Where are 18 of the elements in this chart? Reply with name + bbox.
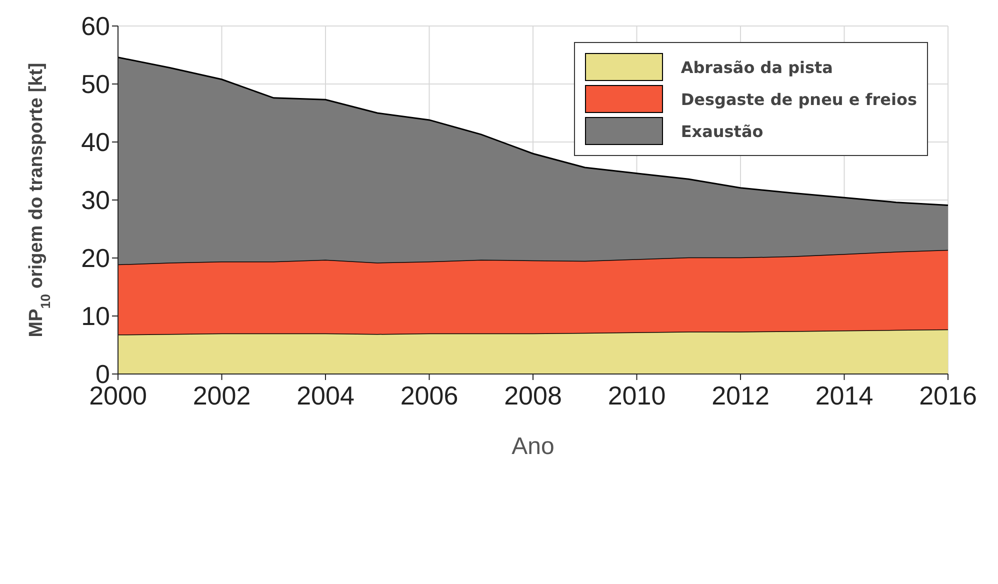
y-tick-label: 40 [81, 127, 110, 158]
x-tick-label: 2002 [192, 380, 251, 410]
x-tick-label: 2010 [608, 380, 666, 410]
x-tick-label: 2016 [919, 380, 977, 410]
y-tick-label: 50 [81, 69, 110, 100]
y-tick-label: 20 [81, 243, 110, 274]
x-axis-title: Ano [512, 433, 554, 460]
x-tick-label: 2008 [504, 380, 562, 410]
x-tick-label: 2006 [400, 380, 458, 410]
y-tick-label: 30 [81, 185, 110, 216]
y-tick-label: 60 [81, 11, 110, 42]
y-tick-label: 10 [81, 301, 110, 332]
x-tick-label: 2012 [712, 380, 770, 410]
legend-label: Exaustão [680, 122, 764, 140]
x-tick-label: 2014 [815, 380, 874, 410]
x-tick-label: 2004 [296, 380, 354, 410]
legend-label: Desgaste de pneu e freios [680, 90, 917, 108]
legend-label: Abrasão da pista [680, 58, 833, 76]
